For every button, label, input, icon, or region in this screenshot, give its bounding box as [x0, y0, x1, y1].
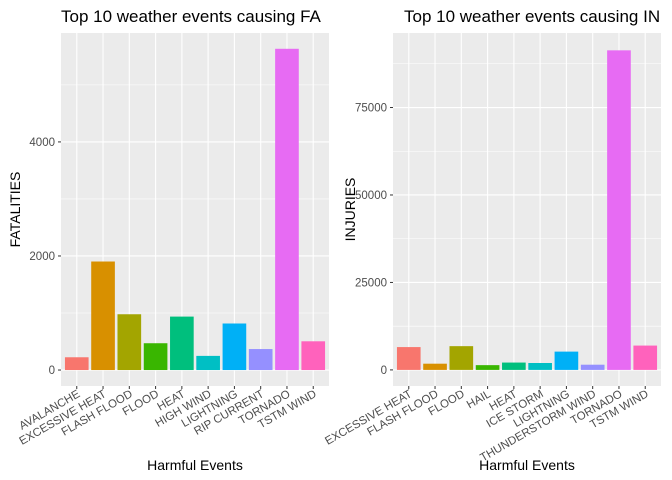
bar-flash-flood [423, 363, 447, 370]
bar-tstm-wind [301, 341, 326, 371]
y-axis-title: FATALITIES [7, 172, 23, 248]
y-tick-label: 75000 [355, 103, 387, 115]
bar-tstm-wind [633, 345, 658, 370]
bar-heat [170, 316, 194, 371]
x-axis-title: Harmful Events [147, 457, 243, 473]
y-axis-title: INJURIES [342, 178, 358, 242]
bar-lightning [554, 351, 579, 370]
bar-excessive-heat [91, 261, 115, 371]
y-tick-label: 4000 [29, 137, 55, 149]
bar-flash-flood [117, 314, 142, 371]
bar-thunderstorm-wind [580, 364, 605, 370]
y-tick-label: 50000 [355, 190, 387, 202]
bar-ice-storm [528, 362, 552, 370]
bar-heat [502, 362, 526, 370]
bar-hail [475, 365, 500, 370]
chart-title: Top 10 weather events causing FA [61, 7, 322, 26]
bar-lightning [222, 323, 247, 371]
bar-tornado [607, 50, 631, 370]
bar-avalanche [64, 357, 89, 371]
chart-title: Top 10 weather events causing IN [404, 7, 660, 26]
y-tick-label: 0 [381, 365, 387, 377]
bar-excessive-heat [396, 347, 421, 370]
bar-flood [449, 346, 474, 370]
x-axis-title: Harmful Events [479, 457, 575, 473]
y-tick-label: 25000 [355, 277, 387, 289]
bar-flood [143, 343, 168, 371]
y-tick-label: 0 [49, 365, 55, 377]
bar-rip-current [248, 349, 273, 371]
y-tick-label: 2000 [29, 251, 55, 263]
bar-tornado [275, 48, 299, 371]
bar-high-wind [196, 355, 220, 371]
